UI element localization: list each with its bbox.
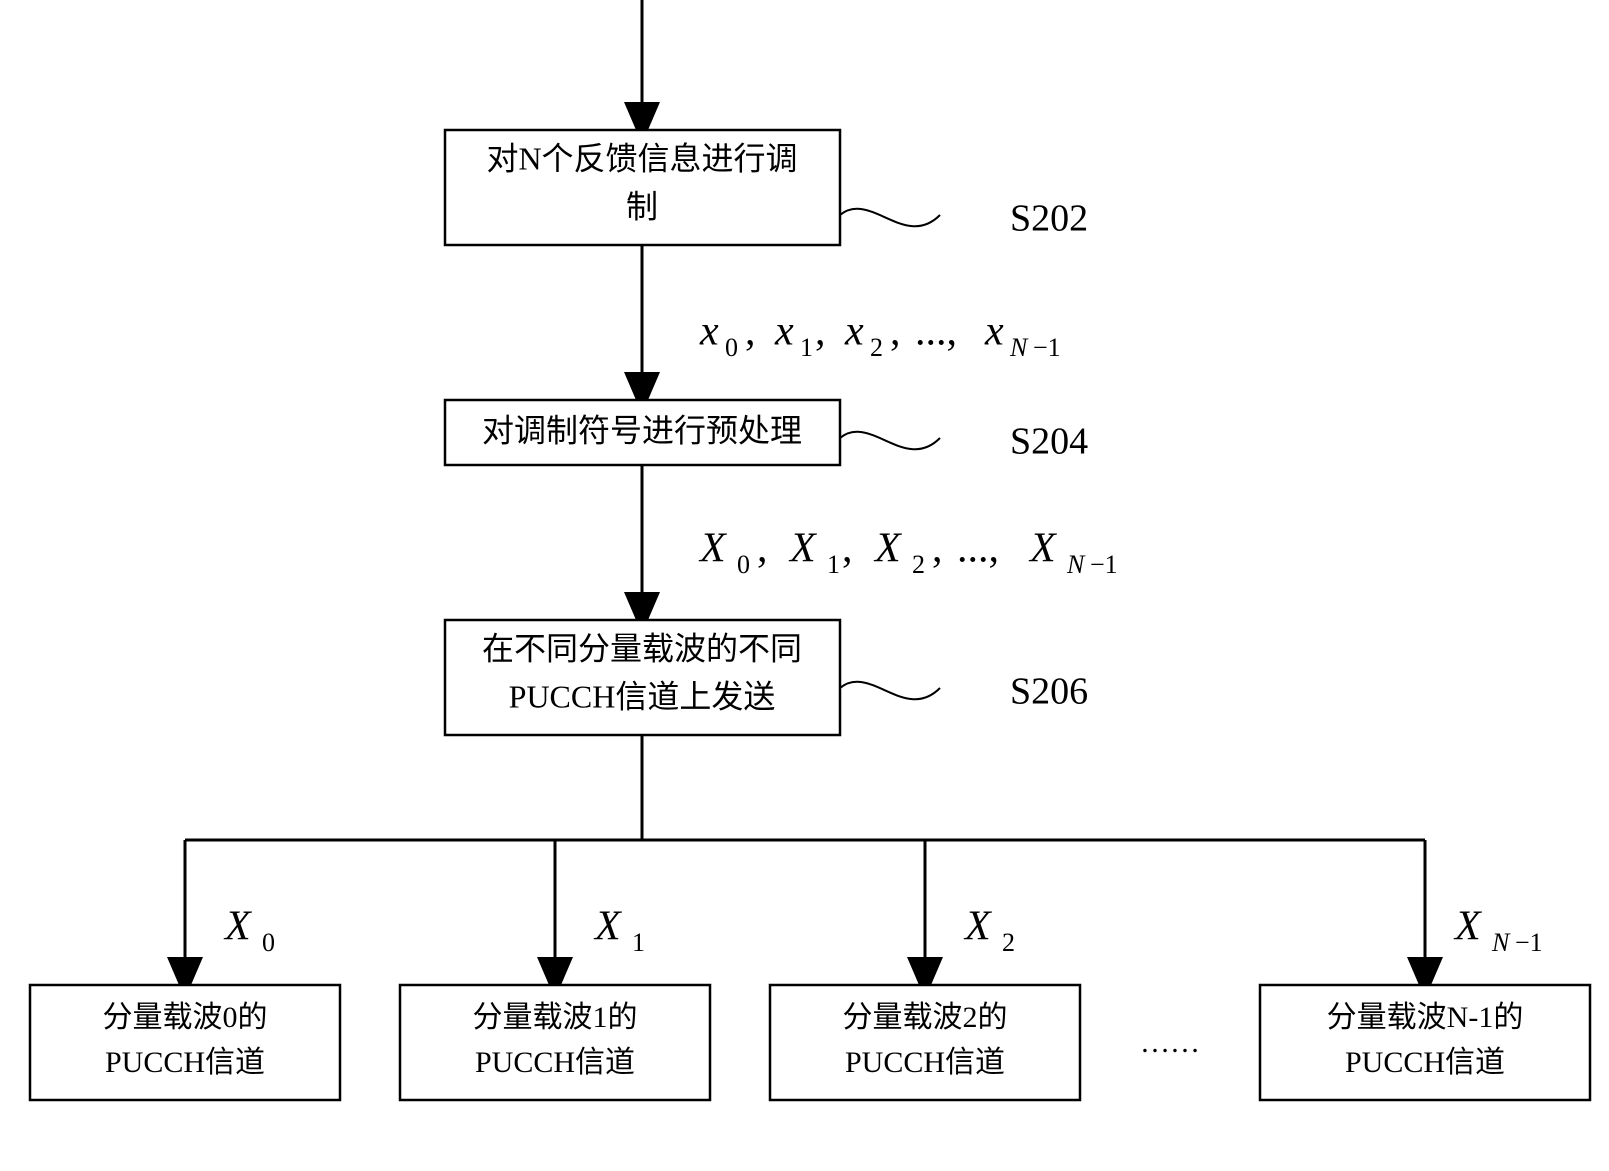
svg-text:X: X <box>698 526 728 572</box>
connector-s204 <box>840 432 940 450</box>
leaf-line1-2: 分量载波2的 <box>843 1001 1008 1034</box>
svg-text:1: 1 <box>827 550 840 579</box>
fanout-label-1: X 1 <box>593 904 645 957</box>
svg-text:X: X <box>963 904 993 950</box>
fanout-label-2: X 2 <box>963 904 1015 957</box>
svg-text:N: N <box>1491 928 1511 957</box>
label-s204: S204 <box>1010 421 1088 463</box>
svg-text:2: 2 <box>870 333 883 362</box>
leaf-line2-0: PUCCH信道 <box>105 1046 265 1079</box>
svg-text:X: X <box>788 526 818 572</box>
box-step-1-line1: 对N个反馈信息进行调 <box>486 140 797 176</box>
svg-text:,: , <box>757 526 768 572</box>
connector-s206 <box>840 682 940 700</box>
box-step-3-line2: PUCCH信道上发送 <box>509 678 776 714</box>
label-s206: S206 <box>1010 671 1088 713</box>
svg-text:N: N <box>1066 550 1086 579</box>
svg-text:−1: −1 <box>1090 550 1118 579</box>
svg-text:,: , <box>932 526 943 572</box>
leaf-line2-3: PUCCH信道 <box>1345 1046 1505 1079</box>
ellipsis: …… <box>1140 1026 1200 1059</box>
svg-text:X: X <box>1453 904 1483 950</box>
svg-text:0: 0 <box>737 550 750 579</box>
leaf-line1-0: 分量载波0的 <box>103 1001 268 1034</box>
svg-text:...,: ..., <box>957 526 999 572</box>
math-lowercase-line: x 0 , x 1 , x 2 , ..., x N −1 <box>699 309 1061 362</box>
leaf-line1-1: 分量载波1的 <box>473 1001 638 1034</box>
leaf-line2-1: PUCCH信道 <box>475 1046 635 1079</box>
svg-text:2: 2 <box>1002 928 1015 957</box>
math-uppercase-line: X 0 , X 1 , X 2 , ..., X N −1 <box>698 526 1118 579</box>
svg-text:,: , <box>815 309 826 355</box>
box-step-1-line2: 制 <box>626 188 658 224</box>
box-step-2-line1: 对调制符号进行预处理 <box>482 412 802 448</box>
connector-s202 <box>840 209 940 227</box>
svg-text:−1: −1 <box>1033 333 1061 362</box>
fanout-label-0: X 0 <box>223 904 275 957</box>
svg-text:x: x <box>774 309 794 355</box>
svg-text:X: X <box>873 526 903 572</box>
svg-text:,: , <box>842 526 853 572</box>
svg-text:X: X <box>593 904 623 950</box>
svg-text:−1: −1 <box>1515 928 1543 957</box>
leaf-line2-2: PUCCH信道 <box>845 1046 1005 1079</box>
svg-text:,: , <box>890 309 901 355</box>
svg-text:0: 0 <box>262 928 275 957</box>
svg-text:N: N <box>1009 333 1029 362</box>
svg-text:x: x <box>984 309 1004 355</box>
svg-text:X: X <box>223 904 253 950</box>
svg-text:...,: ..., <box>915 309 957 355</box>
svg-text:x: x <box>844 309 864 355</box>
svg-text:,: , <box>745 309 756 355</box>
svg-text:0: 0 <box>725 333 738 362</box>
svg-text:x: x <box>699 309 719 355</box>
fanout-label-3: X N −1 <box>1453 904 1543 957</box>
svg-text:1: 1 <box>632 928 645 957</box>
svg-text:X: X <box>1028 526 1058 572</box>
svg-text:2: 2 <box>912 550 925 579</box>
box-step-3-line1: 在不同分量载波的不同 <box>482 630 802 666</box>
label-s202: S202 <box>1010 198 1088 240</box>
svg-text:1: 1 <box>800 333 813 362</box>
leaf-line1-3: 分量载波N-1的 <box>1327 1001 1524 1034</box>
